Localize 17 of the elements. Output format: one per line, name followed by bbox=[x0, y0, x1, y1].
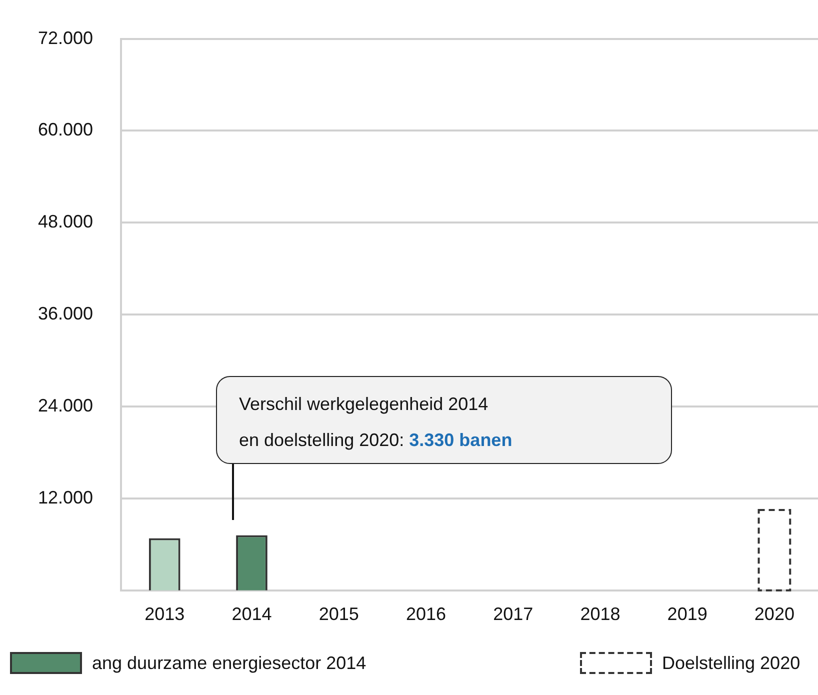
legend-label: ang duurzame energiesector 2014 bbox=[92, 652, 366, 674]
y-tick-label: 72.000 bbox=[38, 28, 94, 48]
y-tick-label: 12.000 bbox=[38, 487, 94, 508]
y-tick-label: 24.000 bbox=[38, 396, 94, 416]
x-tick-label: 2017 bbox=[493, 604, 534, 624]
y-tick-label: 36.000 bbox=[38, 304, 94, 324]
y-tick-label: 48.000 bbox=[38, 212, 94, 232]
x-tick-label: 2016 bbox=[406, 604, 446, 624]
x-tick-label: 2014 bbox=[232, 604, 272, 624]
x-tick-label: 2018 bbox=[580, 604, 620, 624]
x-tick-label: 2015 bbox=[318, 604, 359, 624]
x-tick-label: 2019 bbox=[667, 604, 708, 624]
legend-label: Doelstelling 2020 bbox=[662, 652, 800, 674]
x-tick-label: 2020 bbox=[754, 604, 794, 624]
x-tick-label: 2013 bbox=[144, 604, 185, 624]
annotation: Verschil werkgelegenheid 2014 en doelstelling 2020: 3.330 banen bbox=[216, 376, 672, 464]
y-tick-label: 60.000 bbox=[38, 120, 94, 140]
